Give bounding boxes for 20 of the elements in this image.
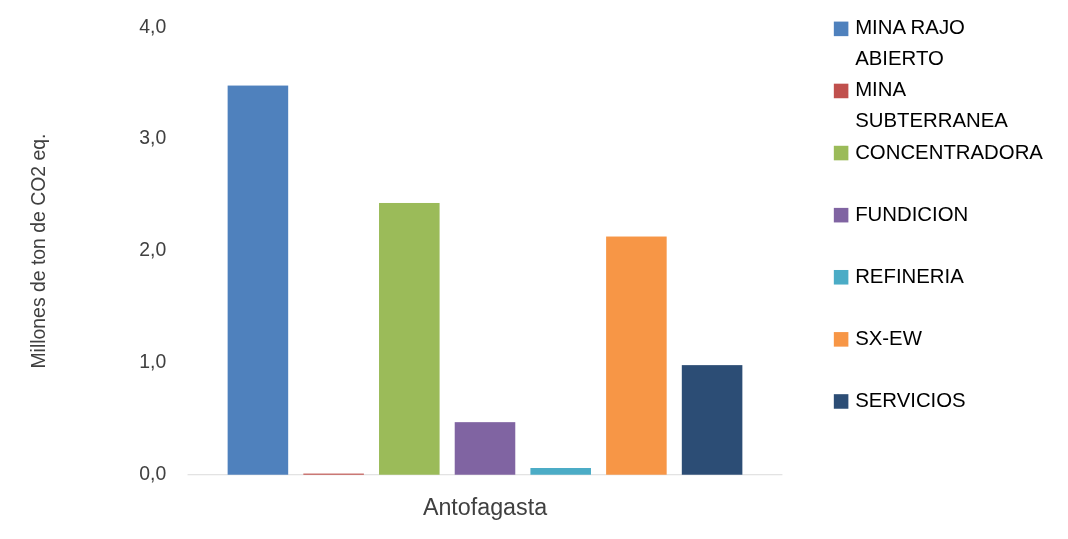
y-tick-label: 1,0 (139, 350, 167, 373)
y-tick-label: 4,0 (139, 14, 167, 37)
y-tick-label: 0,0 (139, 461, 167, 484)
bar (530, 468, 591, 475)
bar (454, 422, 516, 475)
y-tick-label: 3,0 (139, 126, 167, 149)
bar (227, 85, 289, 475)
x-tick-label: Antofagasta (422, 494, 548, 521)
y-tick-label: 2,0 (139, 238, 167, 261)
y-axis-title: Millones de ton de CO2 eq. (26, 133, 49, 369)
bar (681, 365, 743, 475)
legend-label: MINA SUBTERRANEA (855, 78, 1009, 132)
legend-label: FUNDICION (855, 203, 969, 226)
legend-label: CONCENTRADORA (855, 140, 1044, 163)
legend-label: SX-EW (855, 327, 923, 350)
legend-label: MINA RAJO ABIERTO (855, 16, 965, 70)
bar (379, 202, 440, 475)
legend-label: SERVICIOS (855, 389, 966, 412)
bar (606, 236, 667, 475)
legend-label: REFINERIA (855, 265, 965, 288)
